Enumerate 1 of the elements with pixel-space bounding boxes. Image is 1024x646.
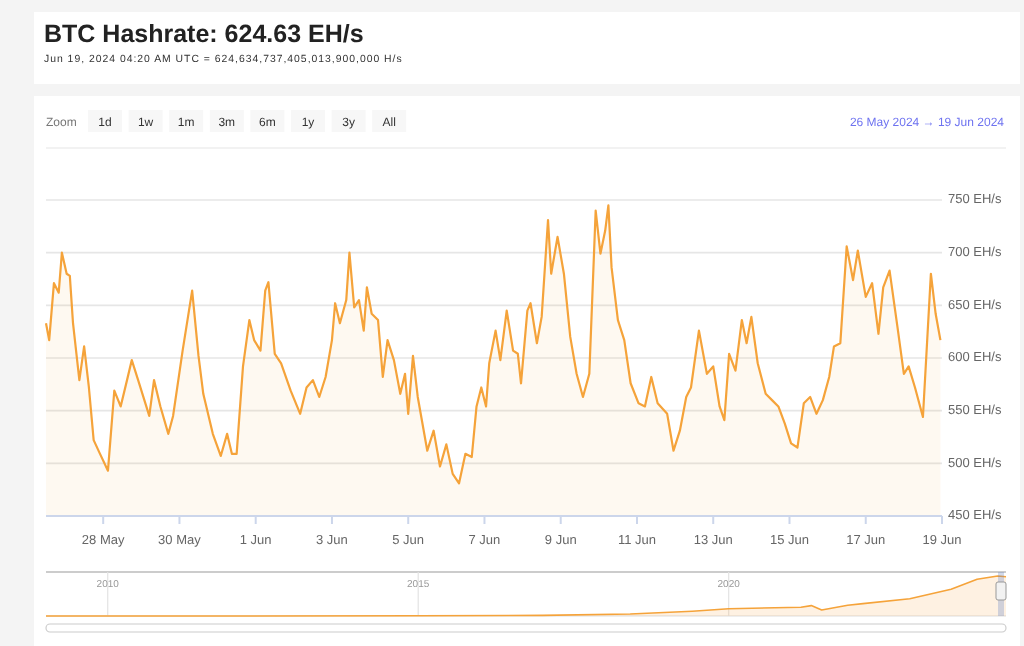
chart-title: BTC Hashrate: 624.63 EH/s bbox=[44, 20, 364, 48]
